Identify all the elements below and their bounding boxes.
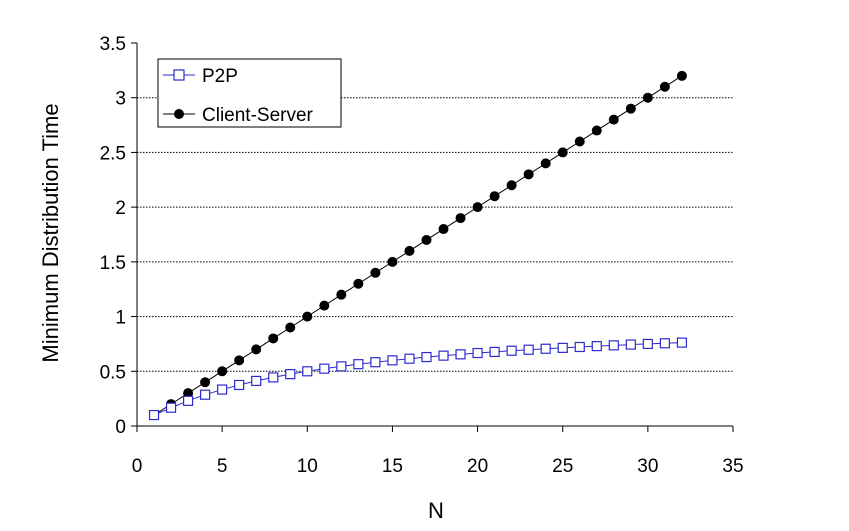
data-point <box>608 340 619 351</box>
data-point <box>455 213 466 224</box>
tick-labels: 0 0.5 1 1.5 2 2.5 3 3.5 0 5 10 15 20 25 30 35 <box>100 34 744 477</box>
y-tick-label: 1.5 <box>100 253 126 274</box>
data-point <box>200 377 211 388</box>
series-line <box>153 342 682 416</box>
data-point <box>642 338 653 350</box>
data-point <box>353 278 364 289</box>
y-tick-label: 0 <box>115 417 126 438</box>
x-tick-label: 5 <box>217 456 228 477</box>
legend: P2P Client-Server <box>157 58 342 128</box>
data-point <box>540 158 551 169</box>
y-axis-title: Minimum Distribution Time <box>38 103 63 362</box>
x-tick-label: 35 <box>722 456 743 477</box>
data-point <box>659 81 670 92</box>
data-point <box>285 322 296 333</box>
data-point <box>676 70 687 81</box>
y-tick-label: 3 <box>115 89 126 110</box>
data-point <box>557 342 568 353</box>
data-point <box>506 345 517 356</box>
data-point <box>336 361 347 372</box>
data-point <box>625 103 636 114</box>
data-point <box>234 379 245 391</box>
y-tick-label: 0.5 <box>100 362 126 383</box>
data-point <box>370 357 381 368</box>
data-point <box>489 346 500 358</box>
data-point <box>251 344 262 355</box>
data-point <box>285 369 296 380</box>
x-tick-label: 10 <box>297 456 318 477</box>
data-point <box>557 147 568 158</box>
x-tick-label: 20 <box>467 456 488 477</box>
data-point <box>353 359 364 370</box>
data-point <box>319 363 330 374</box>
data-point <box>268 333 279 344</box>
data-point <box>370 267 381 278</box>
y-tick-label: 2.5 <box>100 143 126 164</box>
data-point <box>387 355 398 366</box>
data-point <box>182 395 194 406</box>
y-tick-label: 1 <box>115 308 126 329</box>
data-point <box>421 234 432 245</box>
data-point <box>489 191 500 202</box>
data-point <box>217 384 228 395</box>
legend-box <box>157 58 342 128</box>
legend-p2p-marker <box>173 69 185 81</box>
data-point <box>404 353 415 364</box>
data-point <box>591 125 602 136</box>
data-point <box>574 136 585 147</box>
data-point <box>523 169 534 180</box>
x-axis-title: N <box>428 498 444 523</box>
data-point <box>302 311 313 322</box>
data-point <box>234 355 245 366</box>
axes <box>131 42 734 432</box>
data-point <box>421 351 432 363</box>
data-point <box>608 114 619 125</box>
series-layer <box>148 70 688 421</box>
data-point <box>625 339 636 350</box>
data-point <box>165 402 177 413</box>
data-point <box>455 349 466 360</box>
data-point <box>574 341 585 353</box>
data-point <box>200 389 211 400</box>
x-tick-label: 0 <box>132 456 143 477</box>
data-point <box>319 300 330 311</box>
series-p2p <box>148 337 688 421</box>
data-point <box>506 180 517 191</box>
data-point <box>217 366 228 377</box>
data-point <box>302 366 313 377</box>
legend-p2p-label: P2P <box>202 66 238 87</box>
data-point <box>336 289 347 300</box>
data-point <box>438 350 449 361</box>
data-point <box>404 245 415 256</box>
data-point <box>540 343 551 354</box>
data-point <box>387 256 398 267</box>
data-point <box>591 341 602 352</box>
data-point <box>642 92 653 103</box>
data-point <box>438 224 449 235</box>
data-point <box>183 388 194 399</box>
x-tick-label: 15 <box>382 456 403 477</box>
data-point <box>148 409 160 421</box>
y-tick-label: 2 <box>115 198 126 219</box>
x-tick-label: 25 <box>552 456 573 477</box>
data-point <box>523 344 534 355</box>
data-point <box>676 337 688 348</box>
data-point <box>659 338 670 349</box>
data-point <box>251 375 262 387</box>
data-point <box>268 372 279 383</box>
x-tick-label: 30 <box>637 456 658 477</box>
data-point <box>472 202 483 213</box>
legend-client-server-label: Client-Server <box>202 105 314 126</box>
data-point <box>472 347 483 359</box>
y-tick-label: 3.5 <box>100 34 126 55</box>
legend-client-server-marker <box>174 109 184 119</box>
